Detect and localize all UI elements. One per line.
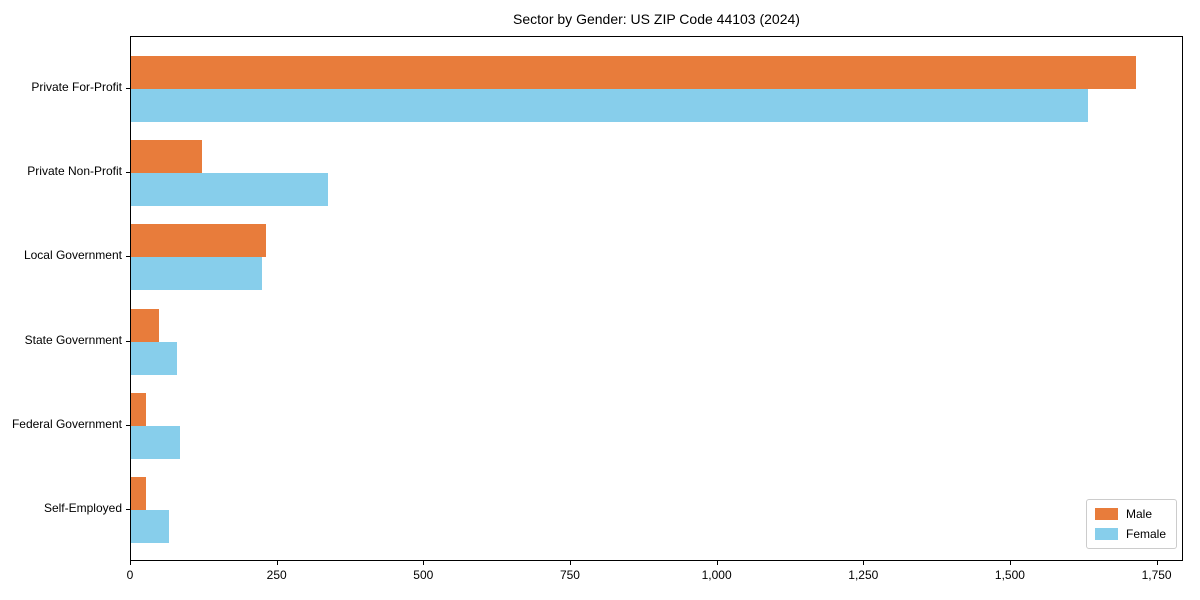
x-tick-mark bbox=[863, 561, 865, 565]
x-tick-mark bbox=[569, 561, 571, 565]
y-tick-mark bbox=[126, 172, 130, 174]
legend-label-male: Male bbox=[1125, 507, 1152, 521]
plot-area: Male Female bbox=[130, 36, 1183, 561]
bar-female-4 bbox=[131, 425, 181, 459]
male-color-swatch bbox=[1094, 508, 1118, 520]
y-tick-mark bbox=[126, 88, 130, 89]
x-tick-mark bbox=[1009, 561, 1011, 565]
y-axis-category-label: Self-Employed bbox=[43, 501, 122, 515]
legend: Male Female bbox=[1085, 499, 1177, 549]
x-tick-mark bbox=[276, 561, 278, 565]
bar-female-0 bbox=[131, 89, 1088, 122]
x-axis-tick-label: 1,500 bbox=[994, 568, 1025, 582]
bar-male-0 bbox=[131, 56, 1136, 89]
legend-entry-male: Male bbox=[1094, 507, 1166, 521]
legend-label-female: Female bbox=[1125, 527, 1166, 541]
x-axis-tick-label: 500 bbox=[413, 568, 434, 582]
x-axis-tick-label: 250 bbox=[266, 568, 287, 582]
bar-male-2 bbox=[131, 224, 266, 258]
y-tick-mark bbox=[126, 509, 130, 510]
bar-male-3 bbox=[131, 308, 160, 342]
x-axis-tick-label: 1,750 bbox=[1141, 568, 1172, 582]
y-tick-mark bbox=[126, 256, 130, 258]
bar-male-1 bbox=[131, 140, 202, 174]
y-tick-mark bbox=[126, 340, 130, 342]
x-axis-tick-label: 1,000 bbox=[701, 568, 732, 582]
bar-male-5 bbox=[131, 477, 146, 510]
x-axis-tick-label: 0 bbox=[126, 568, 134, 582]
y-tick-mark bbox=[126, 424, 130, 426]
x-axis-tick-label: 750 bbox=[559, 568, 580, 582]
x-tick-mark bbox=[130, 561, 131, 565]
x-tick-mark bbox=[423, 561, 425, 565]
bar-female-2 bbox=[131, 257, 263, 291]
female-color-swatch bbox=[1094, 528, 1118, 540]
y-axis-category-label: Federal Government bbox=[11, 416, 122, 431]
bar-female-3 bbox=[131, 341, 177, 375]
y-axis-category-label: State Government bbox=[24, 332, 122, 347]
y-axis-category-label: Private Non-Profit bbox=[27, 164, 122, 179]
x-axis-tick-label: 1,250 bbox=[848, 568, 879, 582]
chart-title: Sector by Gender: US ZIP Code 44103 (202… bbox=[513, 11, 800, 27]
legend-entry-female: Female bbox=[1094, 527, 1166, 541]
x-tick-mark bbox=[1156, 561, 1158, 565]
bar-female-5 bbox=[131, 510, 169, 543]
y-axis-category-label: Private For-Profit bbox=[31, 80, 122, 94]
y-axis-category-label: Local Government bbox=[23, 248, 122, 263]
x-tick-mark bbox=[716, 561, 718, 565]
bar-male-4 bbox=[131, 392, 147, 426]
bar-female-1 bbox=[131, 173, 329, 207]
